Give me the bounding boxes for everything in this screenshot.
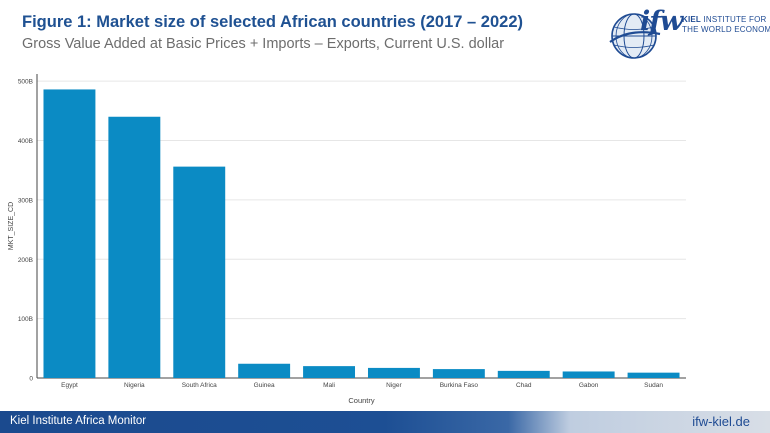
x-tick-label: Mali: [323, 382, 335, 389]
bar-chad[interactable]: [497, 370, 550, 378]
x-tick-label: Sudan: [644, 382, 663, 389]
bar-gabon[interactable]: [562, 371, 615, 378]
x-tick-label: Egypt: [61, 382, 78, 389]
y-tick-label: 500B: [18, 79, 33, 86]
footer-bar: [0, 411, 770, 433]
chart-title: Figure 1: Market size of selected Africa…: [22, 13, 524, 31]
bar-sudan[interactable]: [627, 372, 680, 378]
ifw-logo[interactable]: ifw KIEL INSTITUTE FOR THE WORLD ECONOMY: [604, 4, 770, 60]
x-tick-label: Chad: [516, 382, 532, 389]
bar-nigeria[interactable]: [108, 116, 161, 378]
x-tick-label: Guinea: [254, 382, 275, 389]
logo-line-1: KIEL INSTITUTE FOR: [682, 15, 767, 24]
y-tick-label: 300B: [18, 197, 33, 204]
x-tick-label: Burkina Faso: [440, 382, 479, 389]
x-axis-ticks: Egypt Nigeria South Africa Guinea Mali Niger B…: [61, 382, 663, 389]
logo-mark: ifw: [640, 6, 683, 37]
logo-line-2: THE WORLD ECONOMY: [682, 25, 770, 34]
bar-egypt[interactable]: [43, 89, 96, 378]
bar-niger[interactable]: [367, 367, 420, 378]
x-tick-label: Gabon: [579, 382, 599, 389]
chart-subtitle: Gross Value Added at Basic Prices + Impo…: [22, 36, 505, 52]
bars: [43, 89, 680, 378]
bar-mali[interactable]: [303, 366, 356, 378]
bar-burkina-faso[interactable]: [432, 369, 485, 378]
bar-chart: 0 100B 200B 300B 400B 500B Egypt Nigeria South …: [8, 74, 686, 405]
x-tick-label: South Africa: [182, 382, 217, 389]
y-tick-label: 0: [29, 376, 33, 383]
x-tick-label: Nigeria: [124, 382, 145, 389]
y-tick-label: 100B: [18, 316, 33, 323]
y-tick-label: 200B: [18, 257, 33, 264]
globe-icon: [609, 13, 661, 59]
footer-website-link[interactable]: ifw-kiel.de: [692, 414, 750, 429]
y-tick-label: 400B: [18, 138, 33, 145]
bar-south-africa[interactable]: [173, 166, 226, 378]
bar-guinea[interactable]: [238, 363, 291, 378]
footer-source: Kiel Institute Africa Monitor: [10, 415, 147, 427]
y-axis-label: MKT_SIZE_CD: [8, 202, 15, 250]
y-axis-ticks: 0 100B 200B 300B 400B 500B: [18, 79, 34, 383]
x-tick-label: Niger: [386, 382, 402, 389]
x-axis-label: Country: [348, 396, 375, 405]
